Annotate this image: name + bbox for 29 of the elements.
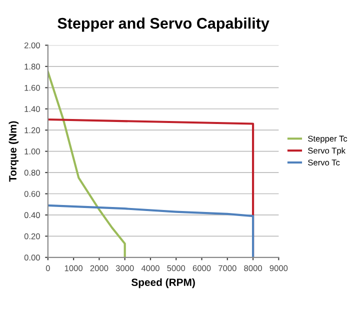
x-tick-label: 9000 <box>270 265 288 272</box>
x-tick-label: 1000 <box>64 265 83 272</box>
legend-label: Servo Tpk <box>308 147 346 156</box>
x-tick-label: 4000 <box>141 265 160 272</box>
y-tick-label: 0.80 <box>24 170 40 176</box>
x-axis-title: Speed (RPM) <box>131 278 195 288</box>
y-tick-label: 1.60 <box>24 84 40 91</box>
x-tick-label: 5000 <box>167 265 186 272</box>
x-tick-label: 3000 <box>116 265 134 272</box>
x-tick-label: 8000 <box>244 265 262 272</box>
y-tick-label: 2.00 <box>24 42 40 48</box>
y-tick-label: 1.00 <box>24 148 40 154</box>
line-series <box>48 70 126 258</box>
chart-title: Stepper and Servo Capability <box>58 18 270 32</box>
y-axis-title: Torque (Nm) <box>8 121 19 182</box>
y-tick-label: 0.00 <box>24 254 40 260</box>
x-tick-label: 0 <box>46 265 50 272</box>
x-tick-label: 6000 <box>192 265 211 272</box>
y-tick-label: 1.80 <box>24 64 40 70</box>
y-tick-label: 0.60 <box>24 190 40 197</box>
y-tick-label: 0.20 <box>24 233 40 240</box>
line-series <box>48 204 254 258</box>
y-tick-label: 1.20 <box>24 127 40 134</box>
y-tick-label: 0.40 <box>24 212 40 218</box>
legend-label: Servo Tc <box>308 160 340 166</box>
legend-label: Stepper Tc <box>308 136 348 144</box>
y-tick-label: 1.40 <box>24 106 40 112</box>
x-tick-label: 7000 <box>218 265 236 272</box>
x-tick-label: 2000 <box>90 265 108 272</box>
